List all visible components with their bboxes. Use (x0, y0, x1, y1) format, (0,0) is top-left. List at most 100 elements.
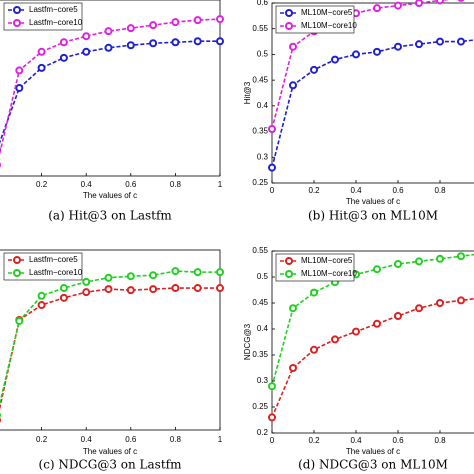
x-tick-label: 0.6 (125, 435, 137, 444)
x-axis-label: The values of c (346, 197, 400, 206)
data-point (268, 382, 276, 391)
caption: (d) NDCG@3 on ML10M (298, 458, 448, 472)
data-point (171, 284, 180, 293)
data-point (37, 63, 46, 72)
data-point (373, 4, 381, 13)
y-tick-label: 0.5 (257, 50, 269, 59)
data-point (126, 24, 135, 33)
data-point (126, 286, 135, 295)
y-tick-label: 0.25 (252, 178, 268, 187)
y-axis-label: NDCG@3 (243, 323, 252, 360)
x-tick-label: 1 (218, 180, 223, 189)
data-point (457, 252, 465, 261)
x-tick-label: 0.2 (308, 186, 320, 195)
data-point (171, 18, 180, 27)
plot-frame (0, 249, 221, 431)
data-point (373, 265, 381, 274)
data-point (415, 304, 423, 313)
x-tick-label: 0.4 (350, 436, 362, 445)
data-point (59, 53, 68, 62)
data-point (171, 38, 180, 47)
y-tick-label: 0.3 (257, 152, 269, 161)
y-tick-label: 0.35 (252, 350, 268, 359)
legend-marker (13, 256, 21, 264)
data-point (289, 42, 297, 51)
data-point (15, 316, 24, 325)
data-point (352, 327, 360, 336)
legend-marker (285, 9, 293, 17)
data-point (193, 16, 202, 25)
series-line (0, 287, 220, 411)
data-point (149, 285, 158, 294)
data-point (373, 319, 381, 328)
data-point (15, 84, 24, 92)
x-tick-label: 0.8 (170, 180, 182, 189)
data-point (193, 284, 202, 293)
series-line (271, 297, 474, 418)
x-axis-label: The values of c (346, 447, 400, 456)
y-tick-label: 0.4 (257, 101, 269, 110)
x-tick-label: 0.6 (392, 436, 404, 445)
x-tick-label: 0.4 (350, 186, 362, 195)
data-point (289, 81, 297, 90)
x-tick-label: 0.8 (170, 435, 182, 444)
x-tick-label: 0.6 (392, 186, 404, 195)
x-tick-label: 0.4 (81, 435, 93, 444)
data-point (126, 272, 135, 281)
x-tick-label: 0.8 (434, 186, 446, 195)
x-tick-label: 0.2 (36, 435, 48, 444)
data-point (436, 254, 444, 263)
x-tick-label: 0.2 (308, 436, 320, 445)
data-point (415, 257, 423, 266)
data-point (394, 312, 402, 320)
legend-label: Lastfm−core5 (29, 5, 78, 14)
data-point (59, 293, 68, 302)
plot-frame (0, 0, 221, 177)
x-tick-label: 0.2 (36, 180, 48, 189)
y-tick-label: 0.5 (257, 272, 269, 281)
legend-marker (285, 22, 293, 30)
data-point (82, 32, 91, 41)
x-axis-label: The values of c (83, 447, 137, 456)
data-point (82, 277, 91, 286)
series-line (0, 40, 220, 144)
series-line (271, 0, 451, 130)
y-tick-label: 0.2 (257, 428, 269, 437)
legend-marker (285, 257, 293, 265)
legend-marker (13, 6, 21, 14)
data-point (104, 43, 113, 52)
x-tick-label: 0.4 (81, 180, 93, 189)
data-point (415, 0, 423, 7)
data-point (59, 38, 68, 47)
x-tick-label: 0 (270, 436, 275, 445)
data-point (457, 296, 465, 305)
data-point (59, 284, 68, 293)
legend-label: ML10M−core10 (301, 21, 357, 30)
data-point (331, 55, 339, 64)
data-point (436, 37, 444, 46)
data-point (149, 271, 158, 280)
y-tick-label: 0.4 (257, 324, 269, 333)
data-point (289, 304, 297, 313)
caption: (a) Hit@3 on Lastfm (48, 209, 172, 223)
data-point (126, 41, 135, 50)
legend-label: ML10M−core10 (301, 269, 357, 278)
y-tick-label: 0.6 (257, 0, 269, 7)
legend-marker (13, 269, 21, 277)
y-tick-label: 0.45 (252, 75, 268, 84)
data-point (216, 15, 224, 24)
data-point (37, 47, 46, 56)
caption: (c) NDCG@3 on Lastfm (39, 458, 183, 472)
data-point (193, 37, 202, 46)
data-point (394, 1, 402, 10)
data-point (82, 288, 91, 297)
y-tick-label: 0.3 (257, 376, 269, 385)
data-point (457, 0, 465, 2)
data-point (149, 39, 158, 48)
data-point (436, 299, 444, 307)
data-point (149, 21, 158, 30)
data-point (352, 50, 360, 59)
y-axis-label: Hit@3 (243, 81, 252, 104)
x-tick-label: 0 (270, 186, 275, 195)
